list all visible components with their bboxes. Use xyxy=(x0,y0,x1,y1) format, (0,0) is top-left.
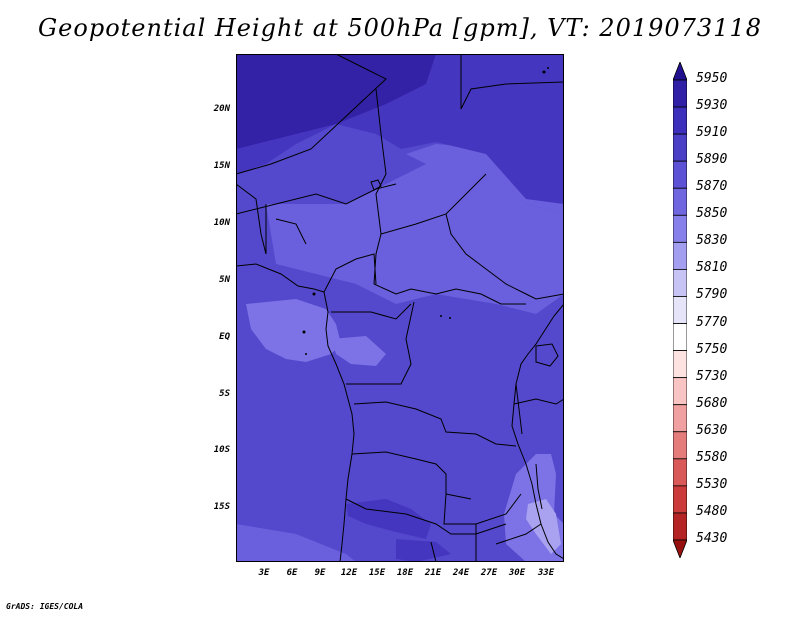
border-7 xyxy=(373,283,526,305)
field-lightest-se xyxy=(526,499,561,554)
lon-tick-6e: 6E xyxy=(286,568,298,578)
credit-text: GrADS: IGES/COLA xyxy=(6,602,84,611)
colorbar-segment xyxy=(673,458,687,487)
lon-tick-12e: 12E xyxy=(340,568,358,578)
lat-tick-5s: 5S xyxy=(219,389,230,399)
lon-tick-9e: 9E xyxy=(314,568,326,578)
coastline-west xyxy=(236,263,355,562)
colorbar-bottom-triangle xyxy=(673,539,687,558)
field-darkest-north xyxy=(236,54,436,149)
colorbar-segment xyxy=(673,106,687,135)
colorbar-label: 5790 xyxy=(696,287,728,303)
border-14 xyxy=(351,451,522,525)
colorbar-label: 5810 xyxy=(696,260,728,276)
field-light-central xyxy=(266,164,564,314)
colorbar-label: 5630 xyxy=(696,422,728,438)
lake-chad xyxy=(370,179,382,191)
island-4 xyxy=(440,315,442,317)
map-title: Geopotential Height at 500hPa [gpm], VT:… xyxy=(38,14,762,42)
colorbar-segment xyxy=(673,241,687,270)
colorbar-label: 5890 xyxy=(696,152,728,168)
lat-tick-10n: 10N xyxy=(213,218,230,228)
island-1 xyxy=(312,292,316,296)
island-5 xyxy=(449,317,451,319)
colorbar-segment xyxy=(673,323,687,351)
coastline-east xyxy=(511,303,564,560)
colorbar-segment xyxy=(673,377,687,406)
lake-tanganyika xyxy=(515,383,523,435)
colorbar-segment xyxy=(673,512,687,541)
border-11 xyxy=(331,303,412,320)
lat-tick-15n: 15N xyxy=(213,161,230,171)
border-5 xyxy=(236,54,387,175)
colorbar-segment xyxy=(673,214,687,243)
colorbar-segment xyxy=(673,133,687,162)
colorbar-label: 5930 xyxy=(696,98,728,114)
map-panel xyxy=(236,54,564,562)
lon-tick-15e: 15E xyxy=(368,568,386,578)
border-6 xyxy=(445,213,564,300)
field-light-sw xyxy=(236,524,356,562)
colorbar-label: 5750 xyxy=(696,341,728,357)
colorbar-label: 5580 xyxy=(696,449,728,465)
border-16 xyxy=(430,523,542,562)
border-9 xyxy=(236,183,267,255)
colorbar-segment xyxy=(673,79,687,108)
lon-tick-21e: 21E xyxy=(424,568,442,578)
lon-tick-24e: 24E xyxy=(452,568,470,578)
colorbar-label: 5430 xyxy=(696,531,728,546)
lat-tick-15s: 15S xyxy=(213,502,230,512)
colorbar-label: 5770 xyxy=(696,314,728,330)
colorbar-top-triangle xyxy=(673,62,687,81)
colorbar-label: 5850 xyxy=(696,206,728,222)
lon-tick-3e: 3E xyxy=(258,568,270,578)
island-6 xyxy=(542,70,546,74)
lat-tick-10s: 10S xyxy=(213,445,230,455)
colorbar-label: 5530 xyxy=(696,476,728,492)
field-lighter-gulf xyxy=(246,299,341,362)
lon-tick-30e: 30E xyxy=(508,568,526,578)
lat-tick-20n: 20N xyxy=(213,104,230,114)
colorbar-segment xyxy=(673,269,687,297)
colorbar-segment xyxy=(673,431,687,460)
colorbar-label: 5480 xyxy=(696,503,728,519)
border-13 xyxy=(353,401,517,447)
border-8 xyxy=(323,253,377,293)
field-lighter-congo xyxy=(331,336,386,366)
lon-tick-27e: 27E xyxy=(480,568,498,578)
lake-malawi xyxy=(535,463,543,510)
colorbar-segment xyxy=(673,296,687,324)
lon-tick-33e: 33E xyxy=(537,568,555,578)
lake-victoria xyxy=(535,343,559,367)
field-dark-south2 xyxy=(396,539,451,562)
island-2 xyxy=(302,330,306,334)
colorbar-segment xyxy=(673,350,687,379)
map-frame xyxy=(236,54,564,562)
island-3 xyxy=(305,353,307,355)
island-7 xyxy=(547,67,549,69)
lon-tick-18e: 18E xyxy=(396,568,414,578)
colorbar-segment xyxy=(673,404,687,433)
colorbar-label: 5830 xyxy=(696,233,728,249)
colorbar-label: 5730 xyxy=(696,368,728,384)
colorbar-label: 5950 xyxy=(696,71,728,86)
colorbar xyxy=(673,62,687,558)
colorbar-label: 5870 xyxy=(696,179,728,195)
border-2 xyxy=(373,88,387,285)
colorbar-segment xyxy=(673,187,687,216)
colorbar-segment xyxy=(673,160,687,189)
lat-tick-5n: 5N xyxy=(219,275,230,285)
border-10 xyxy=(265,204,307,254)
border-4 xyxy=(460,54,564,110)
lat-tick-eq: EQ xyxy=(219,332,230,342)
border-12 xyxy=(346,301,415,385)
border-17 xyxy=(513,398,564,405)
colorbar-segment xyxy=(673,485,687,514)
colorbar-label: 5680 xyxy=(696,395,728,411)
colorbar-label: 5910 xyxy=(696,125,728,141)
border-18 xyxy=(445,493,477,562)
